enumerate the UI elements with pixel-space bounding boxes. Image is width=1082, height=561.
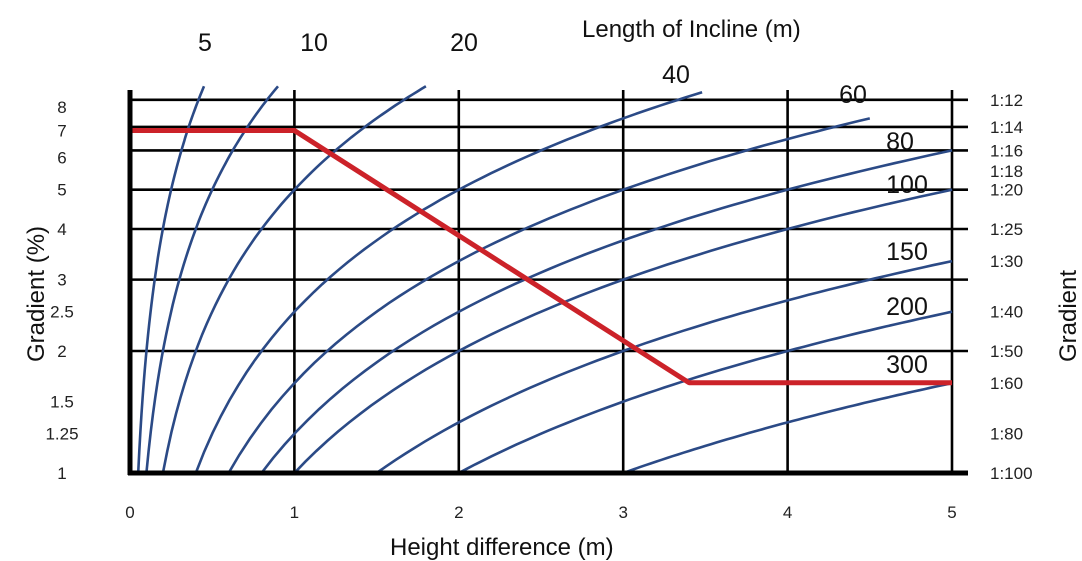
y2-tick-label: 1:18 (990, 162, 1023, 181)
incline-curve-80 (260, 149, 953, 473)
curve-label-60: 60 (839, 81, 867, 109)
y2-tick-label: 1:20 (990, 181, 1023, 200)
curve-layer (136, 85, 953, 473)
text-layer: 0 1 2 3 4 5 8 7 6 5 4 3 2.5 2 1.5 1.25 1 1:12 1:14 1:16 1:18… (45, 29, 1032, 522)
y2-tick-label: 1:80 (990, 425, 1023, 444)
x-tick-label: 4 (783, 503, 792, 522)
curve-label-150: 150 (886, 238, 928, 266)
curve-label-300: 300 (886, 351, 928, 379)
x-axis-title: Height difference (m) (390, 534, 614, 561)
legend-title: Length of Incline (m) (582, 16, 801, 43)
incline-curve-20 (161, 85, 427, 473)
incline-curve-10 (145, 85, 279, 473)
y-tick-label: 1.5 (50, 393, 74, 412)
y2-tick-label: 1:60 (990, 374, 1023, 393)
curve-label-200: 200 (886, 293, 928, 321)
path-layer (130, 128, 952, 386)
grid-layer (130, 90, 968, 473)
curve-label-5: 5 (198, 29, 212, 57)
y2-axis-title: Gradient (1055, 270, 1082, 362)
y-tick-label: 2.5 (50, 303, 74, 322)
y2-tick-label: 1:25 (990, 220, 1023, 239)
axis-layer (127, 90, 968, 476)
incline-curve-5 (136, 85, 206, 473)
y-axis-title: Gradient (%) (23, 226, 50, 362)
y-tick-label: 1.25 (45, 425, 78, 444)
curve-label-100: 100 (886, 171, 928, 199)
y2-tick-label: 1:12 (990, 91, 1023, 110)
x-tick-label: 2 (454, 503, 463, 522)
y-tick-label: 7 (57, 122, 66, 141)
curve-label-40: 40 (662, 61, 690, 89)
incline-curve-60 (227, 117, 871, 473)
y-tick-label: 1 (57, 464, 66, 483)
incline-curve-300 (622, 381, 953, 473)
y2-tick-label: 1:100 (990, 464, 1033, 483)
curve-label-20: 20 (450, 29, 478, 57)
incline-curve-150 (375, 259, 953, 473)
incline-curve-100 (293, 188, 953, 473)
curve-label-80: 80 (886, 128, 914, 156)
y-tick-label: 5 (57, 181, 66, 200)
curve-label-10: 10 (300, 29, 328, 57)
y-tick-label: 3 (57, 271, 66, 290)
incline-curve-40 (194, 90, 703, 473)
y2-tick-label: 1:30 (990, 252, 1023, 271)
y-tick-label: 8 (57, 98, 66, 117)
x-tick-label: 1 (290, 503, 299, 522)
y2-tick-label: 1:40 (990, 303, 1023, 322)
y2-tick-label: 1:50 (990, 342, 1023, 361)
y-tick-label: 2 (57, 342, 66, 361)
x-tick-label: 5 (947, 503, 956, 522)
x-tick-label: 0 (125, 503, 134, 522)
incline-curve-200 (458, 310, 953, 473)
example-path (130, 128, 952, 386)
y-tick-label: 6 (57, 149, 66, 168)
y-tick-label: 4 (57, 220, 66, 239)
x-tick-label: 3 (618, 503, 627, 522)
y2-tick-label: 1:16 (990, 141, 1023, 160)
y2-tick-label: 1:14 (990, 118, 1023, 137)
